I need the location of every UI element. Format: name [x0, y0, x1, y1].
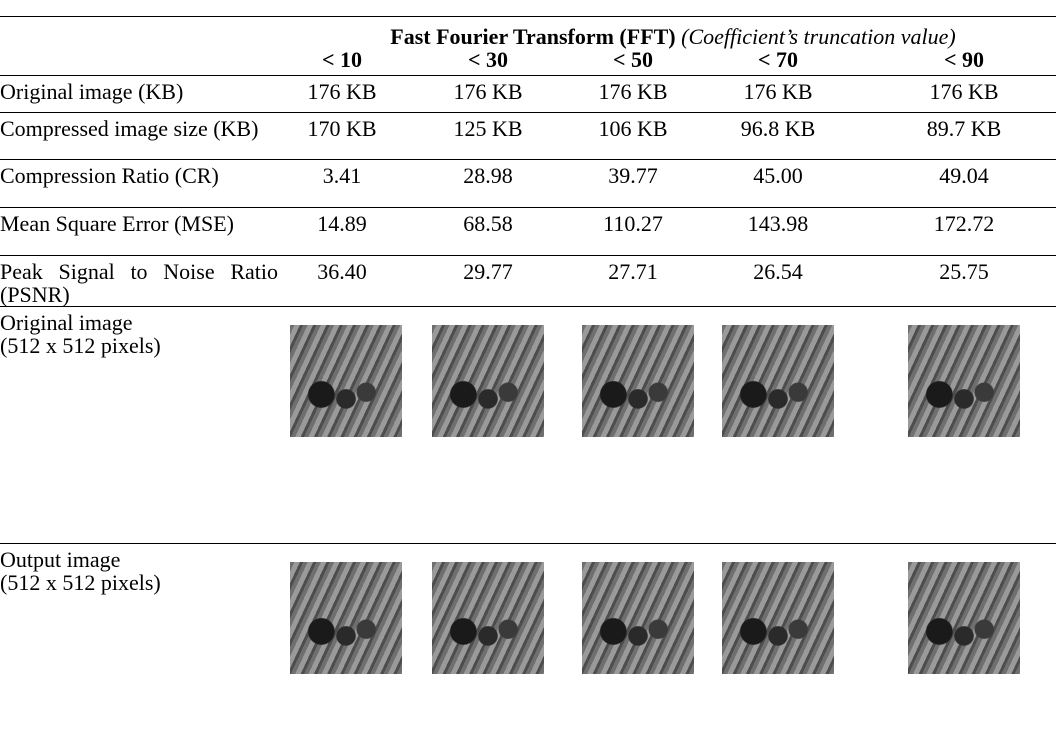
image-cell [684, 544, 872, 729]
row-label: Compressed image size (KB) [0, 113, 290, 160]
value-cell: 176 KB [394, 76, 582, 113]
header-title-cell: Fast Fourier Transform (FFT) (Coefficien… [290, 17, 1056, 49]
value-cell: 28.98 [394, 160, 582, 208]
image-cell [290, 544, 394, 729]
label-line: Original image [0, 311, 290, 334]
value-cell: 29.77 [394, 256, 582, 307]
value-cell: 3.41 [290, 160, 394, 208]
value-cell: 170 KB [290, 113, 394, 160]
thumbnail [908, 562, 1020, 674]
image-row: Output image(512 x 512 pixels) [0, 544, 1056, 729]
label-line: Output image [0, 548, 290, 571]
value-cell: 125 KB [394, 113, 582, 160]
thumbnail [582, 325, 694, 437]
image-cell [394, 544, 582, 729]
thumbnail [722, 562, 834, 674]
table-subtitle: (Coefficient’s truncation value) [681, 24, 956, 49]
value-cell: 49.04 [872, 160, 1056, 208]
image-cell [290, 307, 394, 544]
column-header: < 50 [582, 48, 684, 76]
image-cell [582, 544, 684, 729]
image-cell [582, 307, 684, 544]
value-cell: 110.27 [582, 208, 684, 256]
value-cell: 14.89 [290, 208, 394, 256]
row-label: Output image(512 x 512 pixels) [0, 544, 290, 729]
value-cell: 176 KB [872, 76, 1056, 113]
thumbnail [582, 562, 694, 674]
image-cell [394, 307, 582, 544]
table-body: Fast Fourier Transform (FFT) (Coefficien… [0, 17, 1056, 729]
image-cell [872, 544, 1056, 729]
value-cell: 25.75 [872, 256, 1056, 307]
value-cell: 26.54 [684, 256, 872, 307]
table-title: Fast Fourier Transform (FFT) [390, 24, 675, 49]
column-header: < 10 [290, 48, 394, 76]
row-label: Mean Square Error (MSE) [0, 208, 290, 256]
row-label: Compression Ratio (CR) [0, 160, 290, 208]
column-header: < 30 [394, 48, 582, 76]
corner-cell [0, 48, 290, 76]
row-label: Original image (KB) [0, 76, 290, 113]
value-cell: 27.71 [582, 256, 684, 307]
thumbnail [432, 325, 544, 437]
value-cell: 96.8 KB [684, 113, 872, 160]
value-cell: 106 KB [582, 113, 684, 160]
page: Fast Fourier Transform (FFT) (Coefficien… [0, 0, 1056, 725]
value-cell: 176 KB [582, 76, 684, 113]
label-line: (512 x 512 pixels) [0, 334, 290, 357]
thumbnail [908, 325, 1020, 437]
value-cell: 143.98 [684, 208, 872, 256]
column-header: < 90 [872, 48, 1056, 76]
label-line: (512 x 512 pixels) [0, 571, 290, 594]
image-cell [684, 307, 872, 544]
thumbnail [290, 325, 402, 437]
value-cell: 45.00 [684, 160, 872, 208]
column-header: < 70 [684, 48, 872, 76]
image-cell [872, 307, 1056, 544]
value-cell: 176 KB [290, 76, 394, 113]
image-row: Original image(512 x 512 pixels) [0, 307, 1056, 544]
results-table: Fast Fourier Transform (FFT) (Coefficien… [0, 16, 1056, 729]
value-cell: 89.7 KB [872, 113, 1056, 160]
value-cell: 68.58 [394, 208, 582, 256]
row-label: Original image(512 x 512 pixels) [0, 307, 290, 544]
thumbnail [722, 325, 834, 437]
value-cell: 39.77 [582, 160, 684, 208]
value-cell: 36.40 [290, 256, 394, 307]
value-cell: 176 KB [684, 76, 872, 113]
header-row: Fast Fourier Transform (FFT) (Coefficien… [0, 17, 1056, 49]
thumbnail [432, 562, 544, 674]
corner-cell [0, 17, 290, 49]
row-label: Peak Signal to Noise Ratio (PSNR) [0, 256, 290, 307]
column-header-row: < 10< 30< 50< 70< 90 [0, 48, 1056, 76]
thumbnail [290, 562, 402, 674]
value-cell: 172.72 [872, 208, 1056, 256]
